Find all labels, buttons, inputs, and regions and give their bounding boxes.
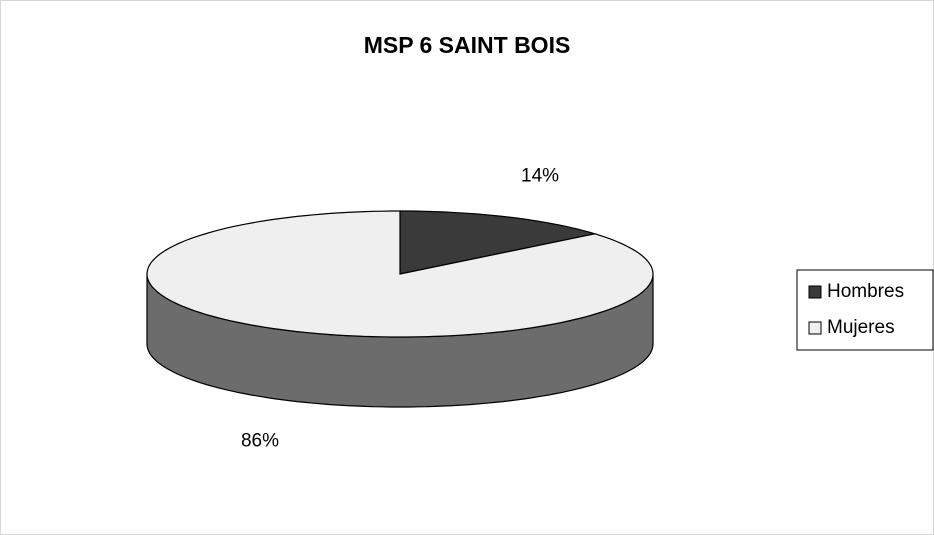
pie-slice	[399, 210, 596, 275]
legend-box	[796, 269, 934, 351]
legend-swatch	[808, 321, 822, 335]
legend-swatch	[808, 285, 822, 299]
legend-label: Hombres	[827, 281, 904, 302]
chart-title: MSP 6 SAINT BOIS	[364, 32, 571, 58]
data-label: 86%	[241, 431, 279, 452]
data-label: 14%	[521, 165, 559, 186]
legend-label: Mujeres	[827, 317, 895, 338]
pie-slice	[146, 210, 654, 338]
